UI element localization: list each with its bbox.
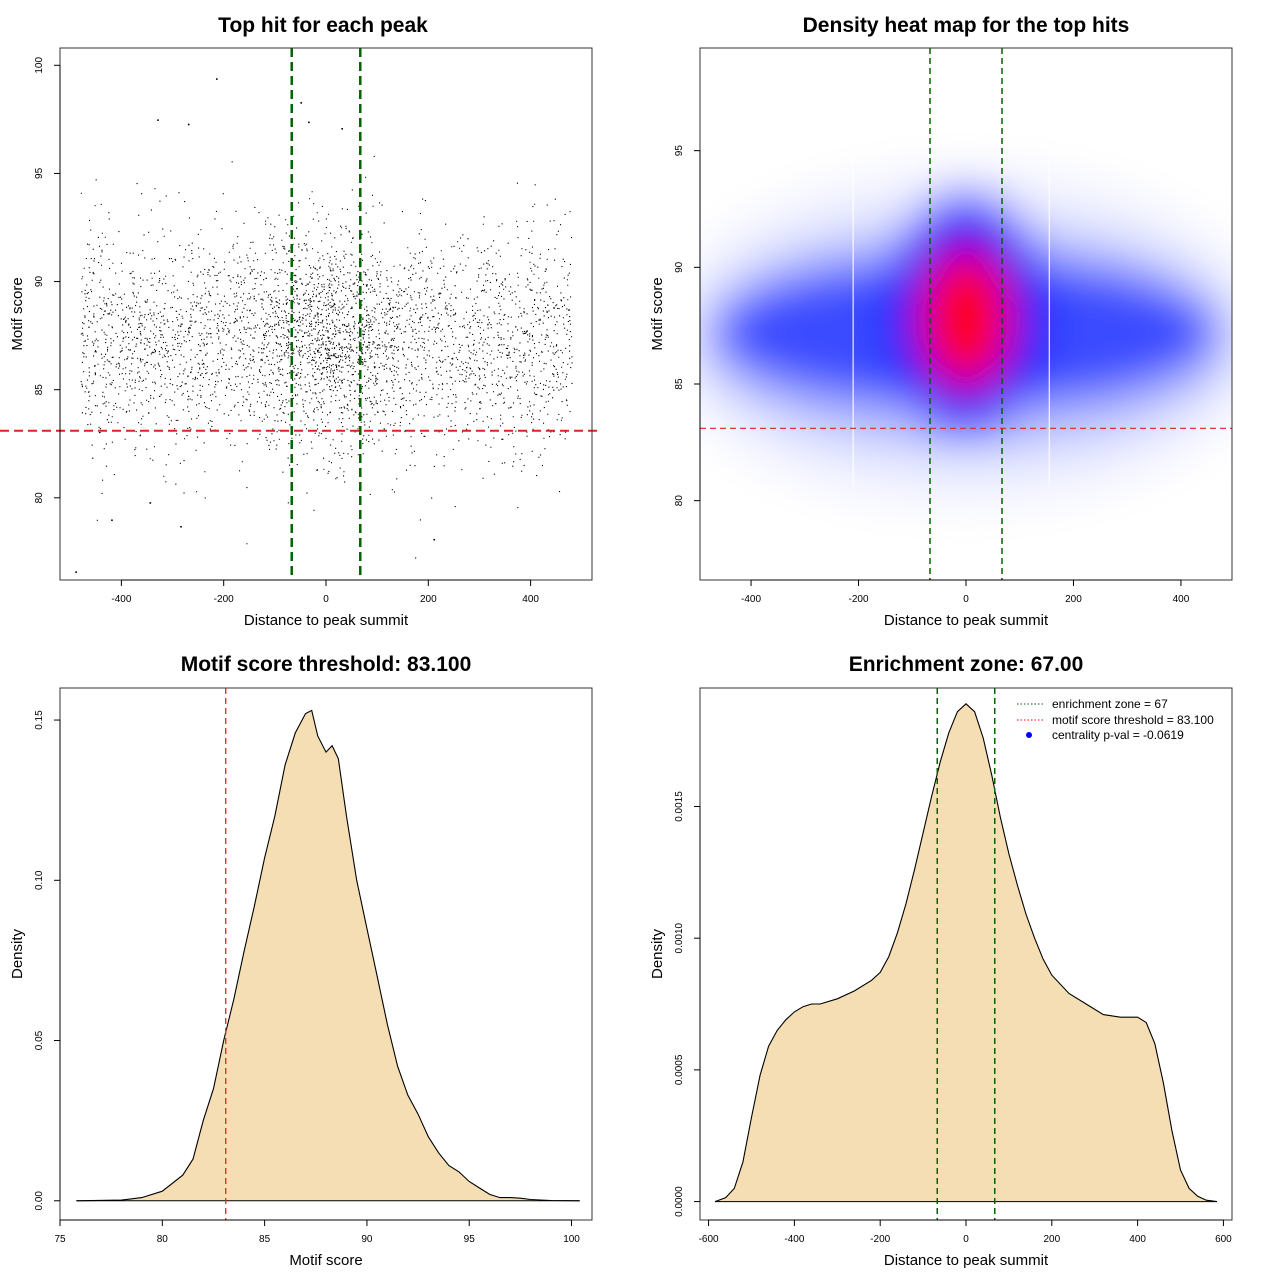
scatter-y-tick-label: 85 xyxy=(34,384,45,396)
scatter-x-tick-label: 200 xyxy=(420,594,437,605)
score-y-tick-label: 0.10 xyxy=(34,870,45,890)
heatmap-x-tick-label: -400 xyxy=(741,594,761,605)
heatmap-y-tick-label: 80 xyxy=(674,495,685,507)
distance-x-tick-label: -400 xyxy=(784,1234,804,1245)
scatter-y-tick-label: 90 xyxy=(34,276,45,288)
distance-density-y-axis: 0.0000 0.0005 0.0010 0.0015 xyxy=(674,791,701,1217)
distance-x-tick-label: -600 xyxy=(699,1234,719,1245)
legend-label-centrality: centrality p-val = -0.0619 xyxy=(1052,728,1184,742)
score-density-panel: Motif score threshold: 83.100 75 80 85 90 95… xyxy=(9,653,593,1269)
distance-density-x-axis: -600 -400 -200 0 200 400 600 xyxy=(699,1219,1232,1245)
distance-x-tick-label: 200 xyxy=(1043,1234,1060,1245)
scatter-point-outlier xyxy=(216,78,218,80)
scatter-x-axis: -400 -200 0 200 400 xyxy=(111,579,539,605)
heatmap-seams xyxy=(852,115,1050,487)
distance-density-title: Enrichment zone: 67.00 xyxy=(849,653,1084,676)
score-x-tick-label: 95 xyxy=(464,1234,476,1245)
distance-density-fill xyxy=(715,703,1217,1202)
distance-y-tick-label: 0.0010 xyxy=(674,922,685,953)
legend-label-motif-threshold: motif score threshold = 83.100 xyxy=(1052,713,1214,727)
distance-y-tick-label: 0.0005 xyxy=(674,1054,685,1085)
score-density-y-axis: 0.00 0.05 0.10 0.15 xyxy=(34,710,61,1211)
scatter-point-outlier xyxy=(75,571,77,573)
heatmap-y-tick-label: 90 xyxy=(674,261,685,273)
scatter-point-outlier xyxy=(157,119,159,121)
scatter-point-outlier xyxy=(149,502,152,504)
scatter-x-tick-label: -400 xyxy=(111,594,131,605)
legend: enrichment zone = 67 motif score thresho… xyxy=(1017,697,1214,742)
scatter-x-tick-label: 400 xyxy=(522,594,539,605)
scatter-point-outlier xyxy=(300,102,303,104)
scatter-title: Top hit for each peak xyxy=(218,14,428,37)
scatter-x-tick-label: 0 xyxy=(323,594,329,605)
scatter-point-cloud xyxy=(80,155,573,559)
heatmap-y-tick-label: 95 xyxy=(674,145,685,157)
scatter-point-outlier xyxy=(187,123,190,126)
scatter-point-outlier xyxy=(341,128,343,130)
score-density-curve-group xyxy=(76,709,580,1202)
scatter-x-label: Distance to peak summit xyxy=(244,612,409,629)
heatmap-panel: Density heat map for the top hits -400 -2… xyxy=(649,14,1233,629)
distance-density-line xyxy=(714,703,1218,1203)
heat-blob-peak xyxy=(920,248,1012,389)
scatter-y-tick-label: 100 xyxy=(34,57,45,74)
score-y-tick-label: 0.00 xyxy=(34,1191,45,1211)
distance-density-panel: Enrichment zone: 67.00 -600 -400 -200 0 200 4… xyxy=(649,653,1233,1269)
score-density-title: Motif score threshold: 83.100 xyxy=(181,653,472,676)
heatmap-field xyxy=(700,48,1232,580)
distance-y-tick-label: 0.0015 xyxy=(674,791,685,822)
distance-x-tick-label: -200 xyxy=(870,1234,890,1245)
distance-density-y-label: Density xyxy=(649,928,666,979)
scatter-y-tick-label: 95 xyxy=(34,167,45,179)
scatter-point-outlier xyxy=(180,525,182,528)
heatmap-y-label: Motif score xyxy=(649,277,666,350)
distance-density-reference-lines xyxy=(936,688,996,1220)
score-x-tick-label: 80 xyxy=(157,1234,169,1245)
distance-x-tick-label: 0 xyxy=(963,1234,969,1245)
heatmap-y-axis: 80 85 90 95 xyxy=(674,145,701,507)
legend-swatch-centrality xyxy=(1026,732,1032,738)
score-x-tick-label: 85 xyxy=(259,1234,271,1245)
scatter-y-axis: 80 85 90 95 100 xyxy=(34,57,61,504)
scatter-plot-frame xyxy=(59,47,593,581)
heatmap-x-tick-label: 0 xyxy=(963,594,969,605)
score-density-line xyxy=(76,709,580,1202)
scatter-point-outlier xyxy=(308,121,310,124)
heatmap-x-label: Distance to peak summit xyxy=(884,612,1049,629)
score-x-tick-label: 90 xyxy=(361,1234,373,1245)
score-density-y-label: Density xyxy=(9,928,26,979)
heatmap-x-tick-label: -200 xyxy=(849,594,869,605)
scatter-x-tick-label: -200 xyxy=(214,594,234,605)
heatmap-x-axis: -400 -200 0 200 400 xyxy=(741,579,1190,605)
heatmap-title: Density heat map for the top hits xyxy=(803,14,1130,37)
heatmap-x-tick-label: 200 xyxy=(1065,594,1082,605)
distance-density-curve-group xyxy=(714,703,1218,1203)
distance-x-tick-label: 600 xyxy=(1215,1234,1232,1245)
heatmap-reference-lines xyxy=(700,48,1232,580)
distance-y-tick-label: 0.0000 xyxy=(674,1186,685,1217)
scatter-y-tick-label: 80 xyxy=(34,492,45,504)
score-y-tick-label: 0.05 xyxy=(34,1030,45,1050)
legend-label-enrichment-zone: enrichment zone = 67 xyxy=(1052,697,1168,711)
score-density-x-label: Motif score xyxy=(289,1252,362,1269)
score-x-tick-label: 100 xyxy=(563,1234,580,1245)
score-x-tick-label: 75 xyxy=(54,1234,66,1245)
score-density-x-axis: 75 80 85 90 95 100 xyxy=(54,1219,580,1245)
score-y-tick-label: 0.15 xyxy=(34,710,45,730)
heatmap-y-tick-label: 85 xyxy=(674,378,685,390)
heatmap-x-tick-label: 400 xyxy=(1173,594,1190,605)
heatmap-density-blobs xyxy=(700,169,1232,506)
scatter-reference-lines xyxy=(0,48,600,580)
scatter-point-outlier xyxy=(111,519,113,522)
scatter-y-label: Motif score xyxy=(9,277,26,350)
distance-density-x-label: Distance to peak summit xyxy=(884,1252,1049,1269)
scatter-point-outlier xyxy=(433,538,436,541)
distance-x-tick-label: 400 xyxy=(1129,1234,1146,1245)
scatter-points xyxy=(75,78,573,573)
scatter-panel: Top hit for each peak -400 -200 0 200 400 80… xyxy=(0,14,600,629)
score-density-fill xyxy=(76,710,580,1201)
